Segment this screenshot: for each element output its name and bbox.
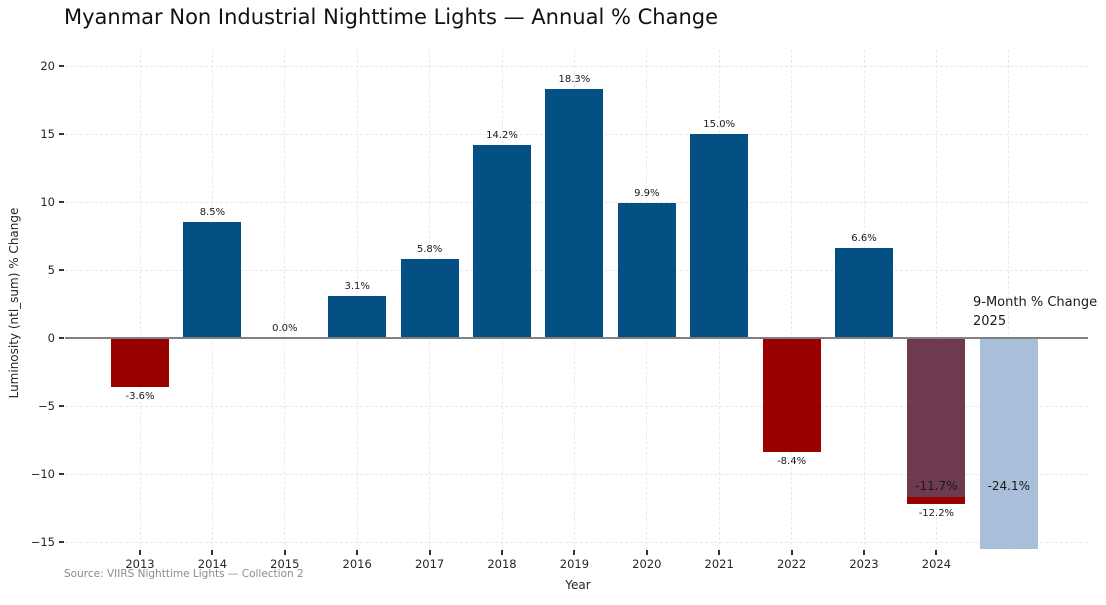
bar-value-label-2025: -24.1% [987, 479, 1031, 494]
x-tick-label: 2019 [559, 557, 590, 571]
bar-2013 [111, 338, 169, 387]
bar-value-label-2024: -12.2% [918, 507, 955, 519]
bar-2021 [690, 134, 749, 338]
y-tick-mark [59, 65, 64, 67]
bar-2017 [400, 259, 459, 338]
gridline-horizontal [65, 474, 1088, 475]
source-note: Source: VIIRS Nighttime Lights — Collect… [64, 568, 304, 580]
bar-value-label-2021: 15.0% [703, 119, 736, 130]
annotation-line-1: 9-Month % Change [973, 295, 1098, 310]
y-tick-mark [59, 405, 64, 407]
y-tick-label: 15 [40, 127, 55, 141]
x-tick-label: 2016 [342, 557, 372, 571]
chart-title: Myanmar Non Industrial Nighttime Lights … [64, 5, 719, 29]
x-tick-mark [139, 550, 141, 555]
x-tick-mark [428, 550, 431, 555]
zero-baseline [65, 336, 1088, 339]
x-tick-mark [573, 550, 576, 555]
x-tick-label: 2024 [921, 557, 952, 571]
y-tick-label: −10 [30, 467, 55, 481]
bar-value-label-2017: 5.8% [416, 244, 443, 256]
bar-2020 [617, 203, 676, 338]
x-tick-mark [283, 550, 286, 555]
bar-2018 [473, 144, 531, 338]
x-tick-label: 2023 [849, 557, 879, 571]
bar-2016 [328, 295, 387, 338]
x-tick-mark [645, 550, 648, 555]
nine-month-annotation: 9-Month % Change 2025 [973, 293, 1097, 331]
bar-value-label-2014: 8.5% [199, 207, 226, 219]
bar-value-label-2015: 0.0% [272, 323, 298, 334]
annotation-line-2: 2025 [973, 314, 1007, 329]
x-tick-mark [863, 550, 865, 555]
y-tick-mark [59, 337, 64, 339]
y-tick-mark [59, 133, 64, 135]
bar-value-label-2019: 18.3% [558, 74, 591, 86]
x-tick-mark [356, 550, 359, 555]
y-tick-label: −15 [30, 535, 55, 549]
gridline-vertical [935, 50, 937, 550]
x-tick-label: 2017 [414, 557, 445, 571]
y-tick-mark [59, 541, 64, 543]
x-tick-mark [501, 550, 503, 555]
bar-value-label-inside-2024: -11.7% [915, 479, 958, 494]
plot-area: -3.6% 8.5% 0.0% 3.1% 5.8% 14.2% 18.3% 9.9% 15.0%… [65, 50, 1088, 550]
bar-value-label-2022: -8.4% [777, 456, 807, 468]
x-tick-mark [935, 550, 938, 555]
gridline-horizontal [65, 406, 1088, 407]
bar-value-label-2020: 9.9% [634, 188, 660, 200]
x-tick-label: 2021 [704, 557, 734, 571]
gridline-vertical [284, 50, 286, 550]
bar-2025 [979, 338, 1038, 549]
y-tick-mark [59, 269, 64, 271]
y-tick-mark [59, 473, 64, 475]
x-tick-mark [211, 550, 214, 555]
x-tick-label: 2020 [632, 557, 662, 571]
bar-2024-overlay [907, 338, 966, 498]
x-tick-mark [718, 550, 721, 555]
x-tick-label: 2022 [776, 557, 807, 571]
x-tick-mark [790, 550, 793, 555]
bar-value-label-2023: 6.6% [851, 233, 877, 245]
bar-value-label-2016: 3.1% [344, 280, 370, 292]
bar-2023 [835, 248, 893, 338]
bar-value-label-2013: -3.6% [125, 390, 155, 402]
bar-2022 [762, 338, 821, 453]
x-axis-title: Year [565, 578, 591, 592]
gridline-horizontal [65, 542, 1088, 543]
bar-2014 [183, 222, 242, 338]
bar-value-label-2018: 14.2% [486, 129, 518, 141]
y-axis-title: Luminosity (ntl_sum) % Change [7, 207, 21, 399]
bar-2019 [545, 89, 604, 338]
y-tick-mark [59, 201, 64, 203]
gridline-vertical [791, 50, 793, 550]
gridline-vertical [1008, 50, 1010, 550]
x-tick-label: 2018 [487, 557, 517, 571]
gridline-vertical [139, 50, 141, 550]
gridline-horizontal [65, 66, 1088, 67]
y-tick-label: 20 [40, 59, 55, 73]
